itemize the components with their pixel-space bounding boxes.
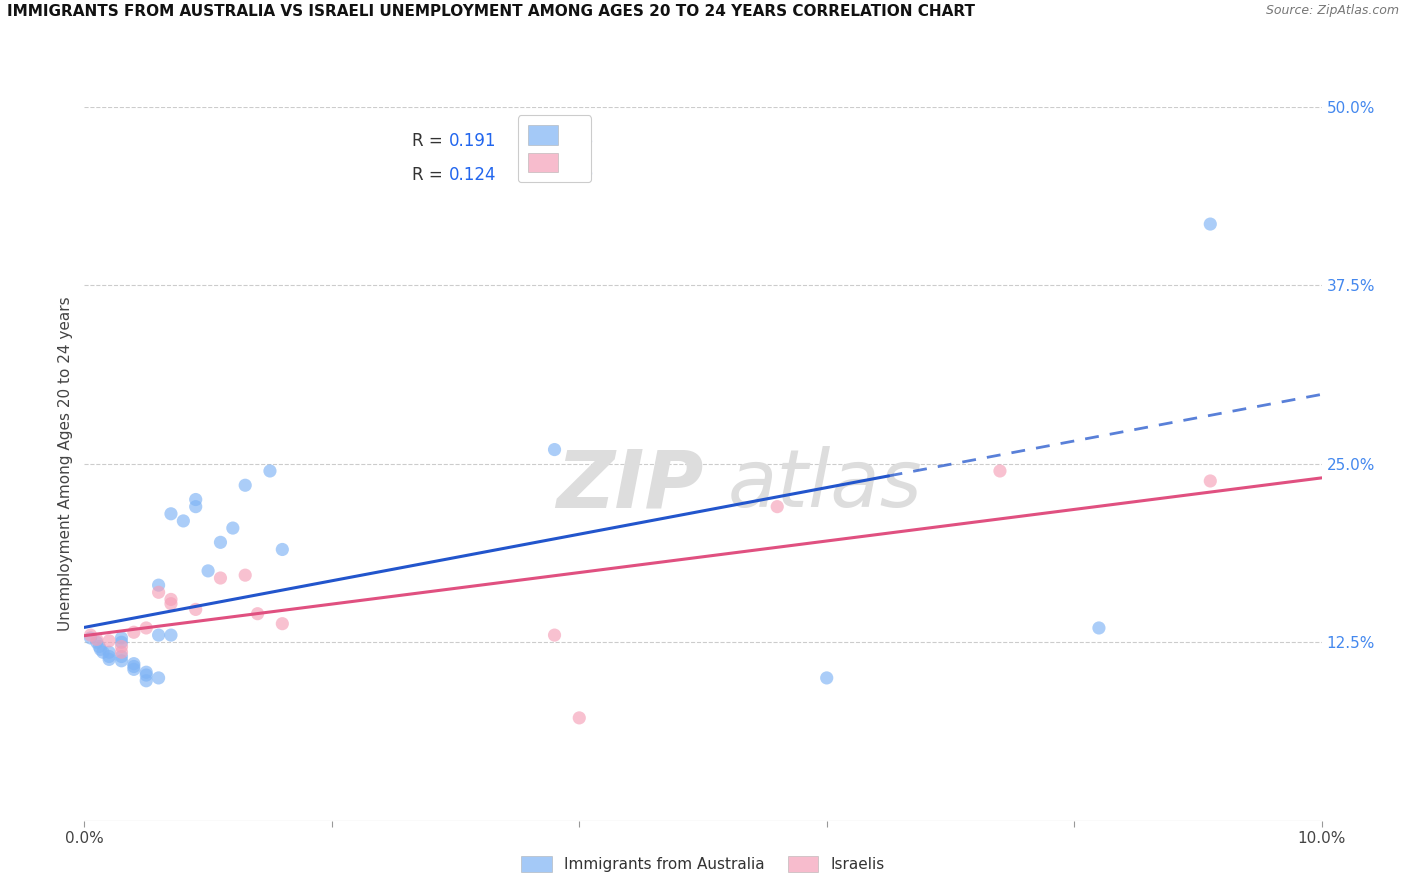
Point xyxy=(233,568,256,582)
Point xyxy=(543,442,565,457)
Point xyxy=(110,631,132,645)
Point xyxy=(79,631,101,645)
Legend:   ,   : , xyxy=(517,115,592,182)
Text: 0.124: 0.124 xyxy=(450,166,496,184)
Point xyxy=(135,673,157,688)
Text: Source: ZipAtlas.com: Source: ZipAtlas.com xyxy=(1265,4,1399,18)
Point xyxy=(148,671,170,685)
Text: 36: 36 xyxy=(574,132,595,150)
Point xyxy=(122,625,145,640)
Point xyxy=(271,542,294,557)
Point xyxy=(110,654,132,668)
Point xyxy=(1199,474,1222,488)
Point xyxy=(160,628,183,642)
Point xyxy=(543,628,565,642)
Point xyxy=(988,464,1011,478)
Y-axis label: Unemployment Among Ages 20 to 24 years: Unemployment Among Ages 20 to 24 years xyxy=(58,296,73,632)
Point xyxy=(148,628,170,642)
Point xyxy=(110,645,132,659)
Point xyxy=(222,521,245,535)
Point xyxy=(122,662,145,676)
Text: 0.191: 0.191 xyxy=(450,132,496,150)
Point xyxy=(1088,621,1111,635)
Point xyxy=(98,652,121,666)
Point xyxy=(233,478,256,492)
Text: atlas: atlas xyxy=(728,446,922,524)
Point xyxy=(160,507,183,521)
Point xyxy=(184,602,207,616)
Point xyxy=(86,635,108,649)
Point xyxy=(110,640,132,654)
Point xyxy=(209,535,232,549)
Point xyxy=(184,500,207,514)
Point xyxy=(184,492,207,507)
Point xyxy=(89,640,111,654)
Point xyxy=(172,514,194,528)
Point xyxy=(122,659,145,673)
Text: ZIP: ZIP xyxy=(555,446,703,524)
Point xyxy=(110,649,132,664)
Point xyxy=(209,571,232,585)
Point xyxy=(246,607,269,621)
Point xyxy=(148,585,170,599)
Text: R =: R = xyxy=(412,166,449,184)
Text: 20: 20 xyxy=(574,166,595,184)
Text: IMMIGRANTS FROM AUSTRALIA VS ISRAELI UNEMPLOYMENT AMONG AGES 20 TO 24 YEARS CORR: IMMIGRANTS FROM AUSTRALIA VS ISRAELI UNE… xyxy=(7,4,974,20)
Text: N =: N = xyxy=(536,132,572,150)
Point xyxy=(1199,217,1222,231)
Text: R =: R = xyxy=(412,132,449,150)
Point xyxy=(160,597,183,611)
Point xyxy=(79,628,101,642)
Point xyxy=(197,564,219,578)
Point xyxy=(160,592,183,607)
Point xyxy=(110,635,132,649)
Point xyxy=(98,645,121,659)
Point xyxy=(766,500,789,514)
Point xyxy=(815,671,838,685)
Point xyxy=(135,665,157,680)
Point xyxy=(86,632,108,647)
Point xyxy=(122,657,145,671)
Point xyxy=(568,711,591,725)
Point xyxy=(259,464,281,478)
Text: N =: N = xyxy=(536,166,572,184)
Point xyxy=(91,645,114,659)
Point xyxy=(135,621,157,635)
Point xyxy=(271,616,294,631)
Point xyxy=(98,649,121,664)
Point xyxy=(98,633,121,648)
Point xyxy=(89,642,111,657)
Point xyxy=(135,668,157,682)
Point xyxy=(148,578,170,592)
Legend: Immigrants from Australia, Israelis: Immigrants from Australia, Israelis xyxy=(513,848,893,880)
